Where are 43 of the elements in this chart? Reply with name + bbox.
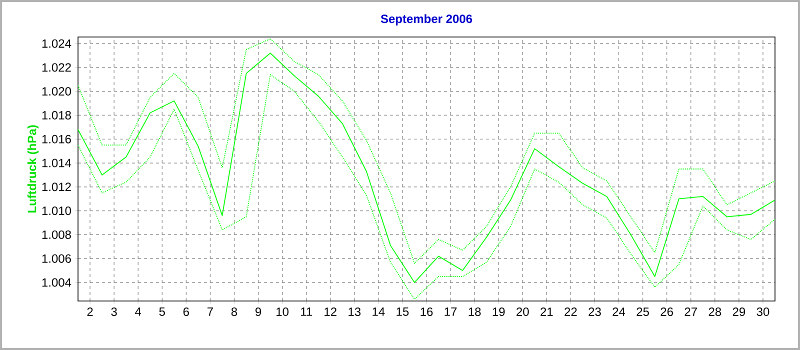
x-tick-label: 28 [708, 308, 722, 316]
x-tick-label: 15 [396, 308, 409, 316]
y-tick-label: 1.024 [42, 39, 72, 48]
x-tick-label: 27 [684, 308, 697, 316]
x-tick-label: 12 [324, 308, 336, 316]
x-tick-label: 6 [183, 308, 189, 316]
y-axis-title: Luftdruck (hPa) [27, 125, 39, 213]
x-tick-label: 5 [159, 308, 165, 316]
x-tick-label: 19 [492, 308, 505, 316]
y-tick-label: 1.022 [42, 63, 71, 72]
x-tick-label: 11 [301, 308, 312, 316]
y-tick-label: 1.014 [42, 158, 72, 168]
x-tick-label: 24 [612, 308, 626, 316]
x-tick-label: 22 [564, 308, 577, 316]
x-tick-label: 20 [516, 308, 529, 316]
y-tick-label: 1.012 [42, 182, 71, 192]
chart-title: September 2006 [380, 14, 472, 26]
x-tick-label: 18 [468, 308, 481, 316]
line-series [78, 74, 776, 300]
x-tick-label: 14 [372, 308, 385, 316]
x-tick-label: 7 [207, 308, 213, 316]
x-tick-label: 23 [588, 308, 601, 316]
y-tick-label: 1.018 [42, 110, 71, 120]
y-tick-label: 1.016 [42, 134, 71, 144]
x-tick-label: 21 [540, 308, 553, 316]
y-tick-label: 1.010 [42, 206, 72, 216]
y-tick-label: 1.006 [42, 254, 71, 263]
x-tick-label: 9 [255, 308, 262, 316]
y-tick-label: 1.020 [42, 87, 72, 96]
y-tick-label: 1.004 [42, 278, 72, 287]
x-tick-label: 3 [111, 308, 117, 316]
x-tick-label: 10 [276, 308, 289, 316]
x-tick-label: 4 [135, 308, 142, 316]
x-tick-label: 29 [732, 308, 746, 316]
x-tick-label: 13 [348, 308, 361, 316]
x-tick-label: 8 [231, 308, 238, 316]
x-tick-label: 2 [87, 308, 93, 316]
x-tick-label: 30 [756, 308, 770, 316]
x-tick-label: 17 [444, 308, 457, 316]
x-tick-label: 26 [660, 308, 673, 316]
x-tick-label: 16 [420, 308, 433, 316]
x-tick-label: 25 [636, 308, 649, 316]
y-tick-label: 1.008 [42, 230, 71, 239]
